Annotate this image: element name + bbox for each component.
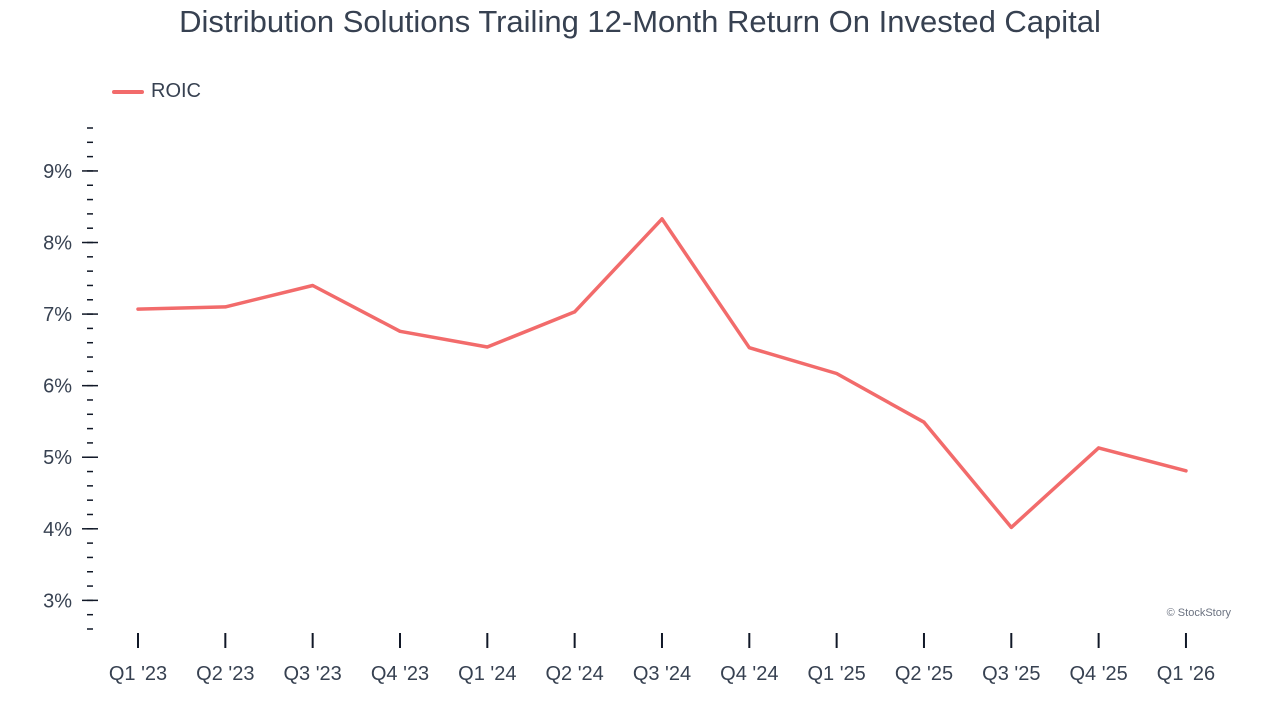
- y-tick-label: 6%: [43, 376, 72, 398]
- y-tick-label: 3%: [43, 590, 72, 612]
- data-point: [136, 307, 140, 311]
- y-axis: 3% 4% 5% 6% 7% 8% 9%: [43, 127, 98, 630]
- x-tick-label: Q4 '25: [1069, 663, 1127, 685]
- data-point: [573, 310, 577, 314]
- x-tick-label: Q2 '24: [545, 663, 603, 685]
- x-tick-label: Q1 '26: [1157, 663, 1215, 685]
- x-tick-label: Q1 '24: [458, 663, 516, 685]
- data-point: [922, 420, 926, 424]
- x-tick-label: Q3 '24: [633, 663, 691, 685]
- data-point: [223, 305, 227, 309]
- x-tick-label: Q2 '25: [895, 663, 953, 685]
- data-point: [835, 371, 839, 375]
- x-axis: Q1 '23 Q2 '23 Q3 '23 Q4 '23 Q1 '24 Q2 '24 Q3 '…: [109, 633, 1215, 685]
- data-point: [1184, 469, 1188, 473]
- y-tick-label: 9%: [43, 161, 72, 183]
- y-tick-label: 5%: [43, 447, 72, 469]
- chart-title: Distribution Solutions Trailing 12-Month…: [179, 4, 1101, 39]
- watermark: © StockStory: [1166, 607, 1231, 619]
- data-point: [311, 283, 315, 287]
- legend: ROIC: [112, 80, 201, 103]
- y-tick-label: 7%: [43, 304, 72, 326]
- data-point: [747, 346, 751, 350]
- data-point: [660, 217, 664, 221]
- series-layer: [136, 217, 1188, 530]
- x-tick-label: Q4 '23: [371, 663, 429, 685]
- x-tick-label: Q1 '23: [109, 663, 167, 685]
- y-tick-label: 8%: [43, 233, 72, 255]
- x-tick-label: Q3 '25: [982, 663, 1040, 685]
- x-tick-label: Q2 '23: [196, 663, 254, 685]
- data-point: [1009, 525, 1013, 529]
- legend-label-roic: ROIC: [151, 80, 201, 102]
- x-tick-label: Q4 '24: [720, 663, 778, 685]
- legend-swatch-roic: [112, 89, 144, 94]
- x-tick-label: Q1 '25: [807, 663, 865, 685]
- y-tick-label: 4%: [43, 519, 72, 541]
- data-point: [485, 345, 489, 349]
- data-point: [398, 329, 402, 333]
- x-tick-label: Q3 '23: [284, 663, 342, 685]
- data-point: [1097, 446, 1101, 450]
- series-line-roic: [136, 217, 1188, 530]
